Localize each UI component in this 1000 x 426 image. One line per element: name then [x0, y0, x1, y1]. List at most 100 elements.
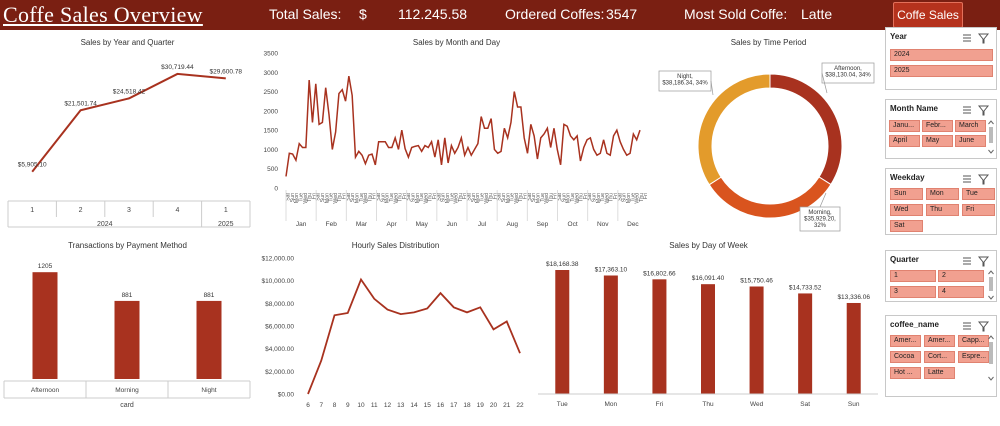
day-tick-label: Mon [354, 193, 360, 203]
month-day-title: Sales by Month and Day [412, 38, 501, 47]
tick-label: 1 [30, 207, 34, 214]
data-label: $24,518.42 [113, 88, 146, 95]
slicer-item[interactable]: Cocoa [890, 351, 921, 363]
tick-label: 1 [224, 207, 228, 214]
month-slicer[interactable]: Month Name Janu... Febr... March April M… [885, 99, 997, 159]
day-tick-label: Thu [518, 193, 524, 202]
slicer-item[interactable]: Fri [962, 204, 995, 216]
day-tick-label: Mon [596, 193, 602, 203]
slicer-item[interactable]: Mon [926, 188, 959, 200]
data-label: $16,091.40 [692, 275, 725, 282]
year-quarter-chart[interactable]: $5,905.10 $21,501.74 $24,518.42 $30,719.44 $… [0, 33, 255, 228]
y-tick-label: $8,000.00 [265, 301, 294, 308]
slicer-item[interactable]: Espre... [958, 351, 989, 363]
day-tick-label: Mon [626, 193, 632, 203]
slicer-item[interactable]: Cort... [924, 351, 955, 363]
day-tick-label: Sat [467, 192, 473, 200]
tick-label: Thu [702, 401, 714, 408]
slicer-item[interactable]: Amer... [890, 335, 921, 347]
quarter-slicer[interactable]: Quarter 1 2 3 4 [885, 250, 997, 302]
day-tick-label: Tue [570, 193, 576, 202]
day-tick-label: Sun [501, 193, 507, 202]
day-tick-label: Sun [290, 193, 296, 202]
day-tick-label: Thu [307, 193, 313, 202]
slicer-item[interactable]: May [922, 135, 953, 147]
day-tick-label: Thu [609, 193, 615, 202]
time-period-chart[interactable]: Afternoon,$38,130.04, 34% Morning,$35,929… [656, 33, 881, 233]
slicer-item[interactable]: Capp... [958, 335, 989, 347]
day-tick-label: Fri [432, 193, 438, 199]
slicer-item[interactable]: Tue [962, 188, 995, 200]
coffee-sales-button[interactable]: Coffe Sales [893, 2, 963, 28]
slicer-item[interactable]: March [955, 120, 986, 132]
slicer-item[interactable]: Thu [926, 204, 959, 216]
tick-label: Sat [800, 401, 810, 408]
weekday-slicer[interactable]: Weekday Sun Mon Tue Wed Thu Fri Sat [885, 168, 997, 235]
slicer-item[interactable]: Sun [890, 188, 923, 200]
data-label: $16,802.66 [643, 270, 676, 277]
slicer-item[interactable]: April [889, 135, 920, 147]
total-sales-label: Total Sales: [269, 6, 342, 22]
slicer-item[interactable]: 2 [938, 270, 984, 282]
day-tick-label: Mon [505, 193, 511, 203]
month-slicer-scrollbar[interactable] [988, 120, 994, 154]
slicer-icons [961, 254, 991, 272]
x-tick-label: 6 [306, 402, 310, 409]
y-tick-label: 500 [267, 166, 278, 173]
month-day-chart[interactable]: 0500100015002000250030003500SatSunMonTue… [258, 33, 655, 233]
bar [32, 272, 58, 379]
y-tick-label: $0.00 [278, 392, 295, 399]
slicer-item[interactable]: Janu... [889, 120, 920, 132]
callout-line [819, 192, 827, 208]
hourly-chart[interactable]: $0.00 $2,000.00 $4,000.00 $6,000.00 $8,000.0… [258, 236, 533, 412]
day-tick-label: Thu [337, 193, 343, 202]
weekday-slicer-title: Weekday [890, 173, 925, 182]
multi-select-icon [963, 34, 971, 42]
day-tick-label: Fri [523, 193, 529, 199]
slicer-item[interactable]: Amer... [924, 335, 955, 347]
slicer-item[interactable]: June [955, 135, 986, 147]
month-tick-label: Dec [627, 221, 639, 228]
slicer-item[interactable]: 1 [890, 270, 936, 282]
slicer-item[interactable]: Febr... [922, 120, 953, 132]
day-tick-label: Sat [436, 192, 442, 200]
bar [196, 300, 222, 379]
series-line [31, 72, 226, 173]
year-slicer[interactable]: Year 2024 2025 [885, 27, 997, 90]
y-tick-label: $4,000.00 [265, 346, 294, 353]
day-tick-label: Sun [592, 193, 598, 202]
quarter-slicer-scrollbar[interactable] [988, 270, 994, 300]
x-tick-label: 20 [490, 402, 498, 409]
day-tick-label: Mon [324, 193, 330, 203]
slicer-item[interactable]: Hot ... [890, 367, 921, 379]
x-tick-label: 22 [516, 402, 524, 409]
data-label: 881 [204, 292, 215, 299]
payment-method-chart[interactable]: 1205 Afternoon 881 Morning 881 Night card [0, 236, 255, 412]
coffee-slicer-scrollbar[interactable] [988, 335, 994, 381]
slicer-item[interactable]: Wed [890, 204, 923, 216]
day-tick-label: Mon [445, 193, 451, 203]
pie-slice [697, 73, 771, 186]
slicer-item[interactable]: 4 [938, 286, 984, 298]
day-tick-label: Mon [475, 193, 481, 203]
slicer-item[interactable]: 2024 [890, 49, 993, 61]
day-tick-label: Tue [510, 193, 516, 202]
coffee-name-slicer[interactable]: coffee_name Amer... Amer... Capp... Coco… [885, 315, 997, 397]
slicer-item[interactable]: Sat [890, 220, 923, 232]
day-tick-label: Sat [316, 192, 322, 200]
tick-label: Mon [605, 401, 618, 408]
most-sold-label: Most Sold Coffe: [684, 6, 788, 22]
day-tick-label: Wed [303, 193, 309, 204]
slicer-item[interactable]: Latte [924, 367, 955, 379]
slice-label: 32% [814, 223, 827, 229]
x-tick-label: 11 [371, 402, 378, 409]
day-of-week-chart[interactable]: $18,168.38 Tue $17,363.10 Mon $16,802.66 Fri $… [536, 236, 881, 412]
slicer-item[interactable]: 3 [890, 286, 936, 298]
quarter-slicer-title: Quarter [890, 255, 919, 264]
tick-label: Sun [848, 401, 860, 408]
tick-label: Wed [750, 401, 764, 408]
slicer-item[interactable]: 2025 [890, 65, 993, 77]
data-label: 1205 [38, 263, 53, 270]
data-label: $29,600.78 [210, 68, 243, 75]
x-tick-label: 14 [410, 402, 418, 409]
